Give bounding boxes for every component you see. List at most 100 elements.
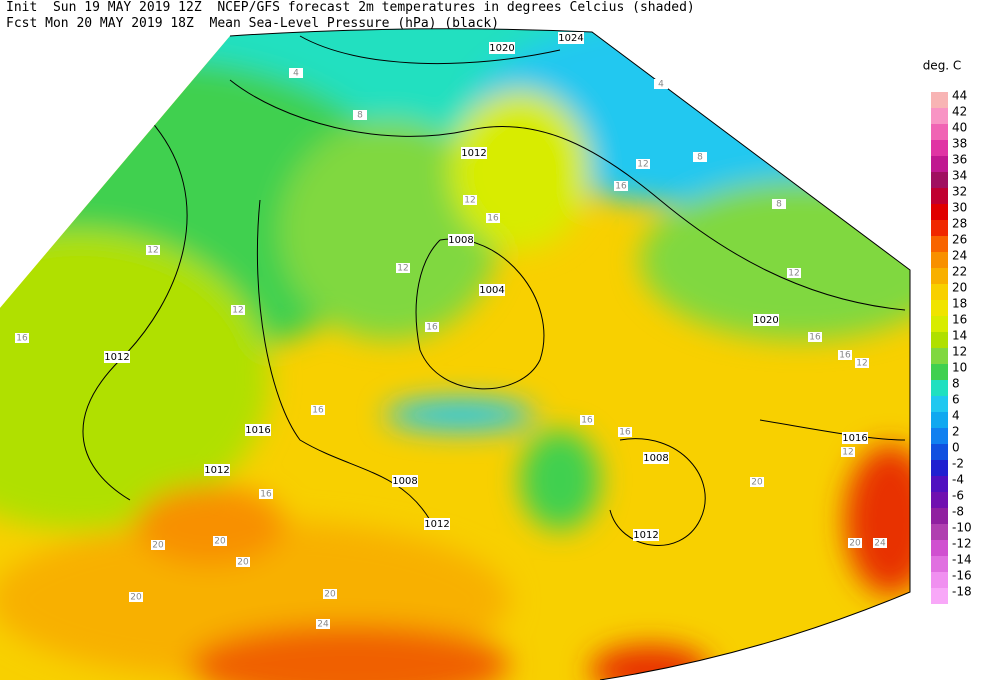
legend-swatch bbox=[931, 540, 948, 556]
temperature-label: 20 bbox=[130, 593, 142, 603]
temperature-label-bg bbox=[693, 152, 707, 162]
temperature-label: 16 bbox=[487, 214, 499, 224]
legend-label: 2 bbox=[952, 425, 960, 439]
temperature-label-bg bbox=[841, 447, 855, 457]
isobar-label-bg bbox=[643, 452, 669, 464]
legend-label: 6 bbox=[952, 393, 960, 407]
temperature-label: 24 bbox=[317, 620, 329, 630]
temperature-label: 16 bbox=[615, 182, 627, 192]
isobar-label: 1012 bbox=[424, 519, 449, 530]
temperature-label: 20 bbox=[214, 537, 226, 547]
legend-label: 24 bbox=[952, 249, 967, 263]
legend-swatch bbox=[931, 396, 948, 412]
temperature-label: 12 bbox=[637, 160, 648, 170]
isobar-label: 1016 bbox=[245, 425, 270, 436]
legend-swatch bbox=[931, 364, 948, 380]
legend-swatch bbox=[931, 332, 948, 348]
isobar-label-bg bbox=[461, 147, 487, 159]
temperature-label-bg bbox=[772, 199, 786, 209]
temperature-label: 16 bbox=[260, 490, 272, 500]
isobar-label-bg bbox=[424, 518, 450, 530]
header-line: Init Sun 19 MAY 2019 12Z NCEP/GFS foreca… bbox=[6, 0, 695, 15]
temperature-label-bg bbox=[848, 538, 862, 548]
temperature-label-bg bbox=[213, 536, 227, 546]
legend-label: -2 bbox=[952, 457, 964, 471]
legend-label: -8 bbox=[952, 505, 964, 519]
temperature-label: 24 bbox=[874, 539, 886, 549]
isobar-label: 1020 bbox=[753, 315, 778, 326]
temperature-label: 16 bbox=[581, 416, 593, 426]
isobar-label-bg bbox=[842, 432, 868, 444]
legend-label: 40 bbox=[952, 121, 967, 135]
temperature-label: 8 bbox=[776, 200, 782, 210]
legend-label: -6 bbox=[952, 489, 964, 503]
temperature-label-bg bbox=[353, 110, 367, 120]
isobar-label: 1008 bbox=[643, 453, 668, 464]
legend-swatch bbox=[931, 348, 948, 364]
temperature-label-bg bbox=[231, 305, 245, 315]
legend-swatch bbox=[931, 444, 948, 460]
legend-swatch bbox=[931, 492, 948, 508]
isobar-label: 1024 bbox=[558, 33, 583, 44]
isobar-label: 1008 bbox=[448, 235, 473, 246]
legend-label: 32 bbox=[952, 185, 967, 199]
temperature-label: 20 bbox=[152, 541, 164, 551]
legend-label: 26 bbox=[952, 233, 967, 247]
temperature-label: 12 bbox=[842, 448, 853, 458]
temperature-label-bg bbox=[486, 213, 500, 223]
legend-swatch bbox=[931, 588, 948, 604]
legend-label: 44 bbox=[952, 89, 967, 103]
temperature-label-bg bbox=[316, 619, 330, 629]
temperature-label: 16 bbox=[312, 406, 324, 416]
temperature-label-bg bbox=[618, 427, 632, 437]
temperature-label: 8 bbox=[357, 111, 363, 121]
legend-label: 36 bbox=[952, 153, 967, 167]
temperature-label-bg bbox=[808, 332, 822, 342]
isobar-label-bg bbox=[448, 234, 474, 246]
legend-swatch bbox=[931, 172, 948, 188]
temperature-label-bg bbox=[636, 159, 650, 169]
legend-label: 0 bbox=[952, 441, 960, 455]
isobar-label-bg bbox=[392, 475, 418, 487]
temperature-label-bg bbox=[151, 540, 165, 550]
isobar-label-bg bbox=[204, 464, 230, 476]
temperature-label: 12 bbox=[397, 264, 408, 274]
temperature-label-bg bbox=[654, 79, 668, 89]
legend-swatch bbox=[931, 428, 948, 444]
isobar-label: 1004 bbox=[479, 285, 504, 296]
legend-label: 28 bbox=[952, 217, 967, 231]
temperature-label: 16 bbox=[809, 333, 821, 343]
legend-label: 42 bbox=[952, 105, 967, 119]
temperature-label-bg bbox=[750, 477, 764, 487]
isobar-label: 1012 bbox=[633, 530, 658, 541]
legend-swatch bbox=[931, 268, 948, 284]
map-border bbox=[229, 28, 911, 680]
temperature-label-bg bbox=[855, 358, 869, 368]
legend-label: -18 bbox=[952, 585, 972, 599]
temperature-label: 20 bbox=[849, 539, 861, 549]
temperature-label: 4 bbox=[658, 80, 664, 90]
temperature-label: 20 bbox=[751, 478, 763, 488]
legend-label: -14 bbox=[952, 553, 972, 567]
legend-label: 38 bbox=[952, 137, 967, 151]
isobar-label-bg bbox=[489, 42, 515, 54]
header-line: Fcst Mon 20 MAY 2019 18Z Mean Sea-Level … bbox=[6, 16, 500, 31]
legend-label: 22 bbox=[952, 265, 967, 279]
isobar-label-bg bbox=[245, 424, 271, 436]
legend-swatch bbox=[931, 204, 948, 220]
temperature-label: 16 bbox=[839, 351, 851, 361]
legend-swatch bbox=[931, 236, 948, 252]
legend-label: 8 bbox=[952, 377, 960, 391]
legend-swatch bbox=[931, 556, 948, 572]
legend-label: 20 bbox=[952, 281, 967, 295]
temperature-label-bg bbox=[463, 195, 477, 205]
legend-swatch bbox=[931, 508, 948, 524]
temperature-label: 20 bbox=[324, 590, 336, 600]
legend-swatch bbox=[931, 92, 948, 108]
temperature-label: 12 bbox=[232, 306, 243, 316]
temperature-label-bg bbox=[323, 589, 337, 599]
temperature-label-bg bbox=[289, 68, 303, 78]
isobar-label-bg bbox=[479, 284, 505, 296]
legend-label: -16 bbox=[952, 569, 972, 583]
